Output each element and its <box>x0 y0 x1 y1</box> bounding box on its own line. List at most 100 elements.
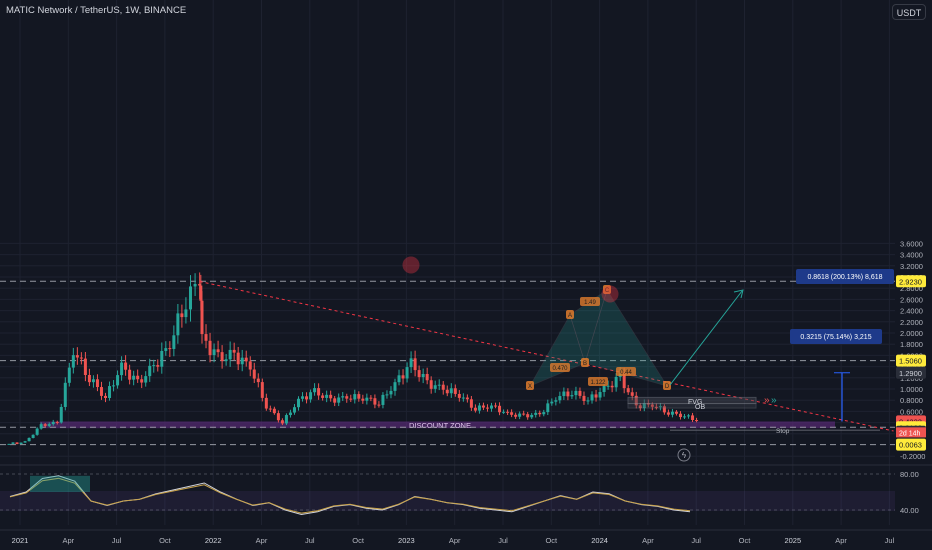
candle-body <box>405 367 409 379</box>
candle-body <box>248 361 252 370</box>
candle-body <box>7 443 11 445</box>
pattern-point-marker <box>603 285 611 294</box>
candle-body <box>441 384 445 390</box>
candle-body <box>381 394 385 405</box>
candle-body <box>385 394 389 396</box>
candle-body <box>268 408 272 410</box>
currency-button[interactable]: USDT <box>892 4 926 20</box>
candle-body <box>240 357 244 365</box>
candle-body <box>31 434 35 438</box>
price-tag <box>896 366 926 379</box>
candle-body <box>280 420 284 424</box>
candle-body <box>284 415 288 424</box>
y-tick-label: 0.8000 <box>900 396 923 405</box>
candle-body <box>79 357 83 359</box>
candle-body <box>498 405 502 413</box>
candle-body <box>626 388 630 393</box>
candle-body <box>47 424 51 426</box>
price-tag-label: 1.5060 <box>899 357 922 366</box>
candle-body <box>216 349 220 353</box>
candle-body <box>136 375 140 380</box>
pattern-point-marker <box>663 381 671 390</box>
candle-body <box>530 414 534 418</box>
candle-body <box>63 382 67 407</box>
candle-body <box>586 400 590 402</box>
candle-body <box>51 421 55 425</box>
candle-body <box>341 396 345 398</box>
candle-body <box>674 411 678 414</box>
y-tick-label: 0.6000 <box>900 407 923 416</box>
candle-body <box>35 428 39 435</box>
candle-body <box>208 340 212 356</box>
candle-body <box>606 385 610 387</box>
price-tag-label: 2.9230 <box>899 277 922 286</box>
x-tick-label: Jul <box>691 536 701 545</box>
candle-body <box>132 375 136 380</box>
oscillator-level-label: 40.00 <box>900 506 919 515</box>
price-tag-label: 0.0063 <box>899 441 922 450</box>
candle-body <box>494 405 498 407</box>
candle-body <box>365 397 369 401</box>
x-tick-label: Oct <box>545 536 558 545</box>
candle-body <box>272 408 276 414</box>
x-tick-label: Apr <box>642 536 654 545</box>
y-tick-label: 2.4000 <box>900 307 923 316</box>
candle-body <box>321 395 325 398</box>
candle-body <box>309 392 313 400</box>
measure-upper-box <box>796 269 894 284</box>
candle-body <box>654 406 658 408</box>
candle-body <box>397 375 401 383</box>
candle-body <box>425 373 429 381</box>
candle-body <box>377 404 381 406</box>
pattern-point-label: D <box>665 384 670 390</box>
candle-body <box>264 397 268 409</box>
candle-body <box>502 411 506 413</box>
candle-body <box>485 407 489 409</box>
candle-body <box>87 375 91 383</box>
candle-body <box>437 384 441 386</box>
candle-body <box>172 335 176 349</box>
candle-body <box>578 390 582 396</box>
candle-body <box>554 400 558 402</box>
oscillator-signal-line <box>9 477 691 514</box>
y-tick-label: -0.2000 <box>900 452 925 461</box>
candle-body <box>469 399 473 408</box>
candle-body <box>550 401 554 404</box>
candle-body <box>598 392 602 398</box>
candle-body <box>108 386 112 399</box>
candle-body <box>522 413 526 415</box>
measure-lower-box <box>790 329 882 344</box>
candle-body <box>39 424 43 429</box>
x-tick-label: 2022 <box>205 536 222 545</box>
candle-body <box>83 358 87 376</box>
candle-body <box>461 397 465 399</box>
candle-body <box>650 404 654 407</box>
candle-body <box>389 390 393 395</box>
candle-body <box>176 313 180 336</box>
pattern-ratio-label: 0.44 <box>620 370 632 376</box>
candle-body <box>15 442 19 445</box>
candle-body <box>200 300 204 335</box>
candle-body <box>297 398 300 408</box>
candle-body <box>19 442 23 445</box>
candle-body <box>622 373 626 389</box>
price-tag-label: 1.2900 <box>899 369 922 378</box>
countdown-label: 2d 14h <box>899 430 921 437</box>
candle-body <box>104 395 107 399</box>
fvg-box <box>627 396 757 405</box>
candle-body <box>373 398 377 405</box>
candle-body <box>670 411 674 415</box>
candle-body <box>292 407 296 413</box>
x-tick-label: Jul <box>498 536 508 545</box>
candle-body <box>228 349 232 360</box>
candle-body <box>120 362 124 376</box>
candle-body <box>144 376 148 383</box>
projection-arrow <box>669 290 743 386</box>
candle-body <box>124 362 128 370</box>
candle-body <box>490 405 493 409</box>
x-tick-label: Apr <box>62 536 74 545</box>
candle-body <box>638 405 642 409</box>
candle-body <box>602 385 606 393</box>
candle-body <box>236 352 240 365</box>
